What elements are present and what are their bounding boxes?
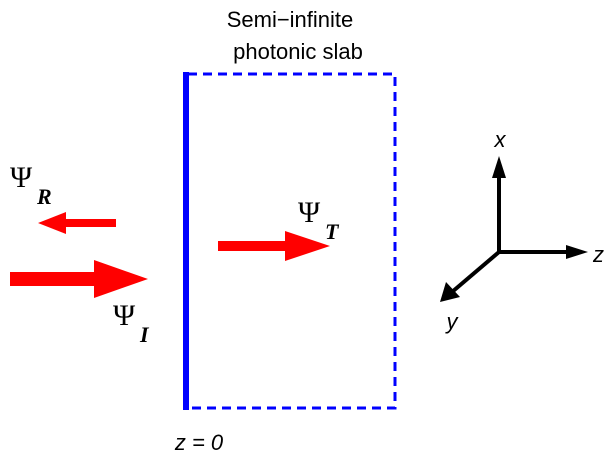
incident-subscript: I [139, 322, 150, 347]
reflected-subscript: R [36, 184, 52, 209]
reflected-wave-label: Ψ R [10, 161, 52, 209]
y-axis-line [450, 250, 501, 294]
incident-wave-arrow [10, 260, 148, 298]
transmitted-subscript: T [325, 219, 340, 244]
incident-wave-label: Ψ I [113, 299, 150, 347]
x-axis-label: x [494, 127, 507, 152]
z-axis-arrowhead [566, 245, 588, 259]
transmitted-psi-symbol: Ψ [298, 196, 321, 229]
interface-label: z = 0 [174, 430, 224, 455]
slab-title-line2: photonic slab [233, 39, 363, 64]
y-axis-label: y [445, 309, 460, 334]
incident-psi-symbol: Ψ [113, 299, 136, 332]
coordinate-axes [440, 156, 588, 302]
slab-title-line1: Semi−infinite [227, 7, 354, 32]
x-axis-arrowhead [492, 156, 506, 178]
reflected-wave-arrow [38, 212, 116, 234]
reflected-psi-symbol: Ψ [10, 161, 33, 194]
transmitted-wave-label: Ψ T [298, 196, 340, 244]
transmitted-wave-arrow [218, 231, 330, 261]
z-axis-label: z [592, 242, 604, 267]
y-axis-arrowhead [440, 282, 460, 302]
